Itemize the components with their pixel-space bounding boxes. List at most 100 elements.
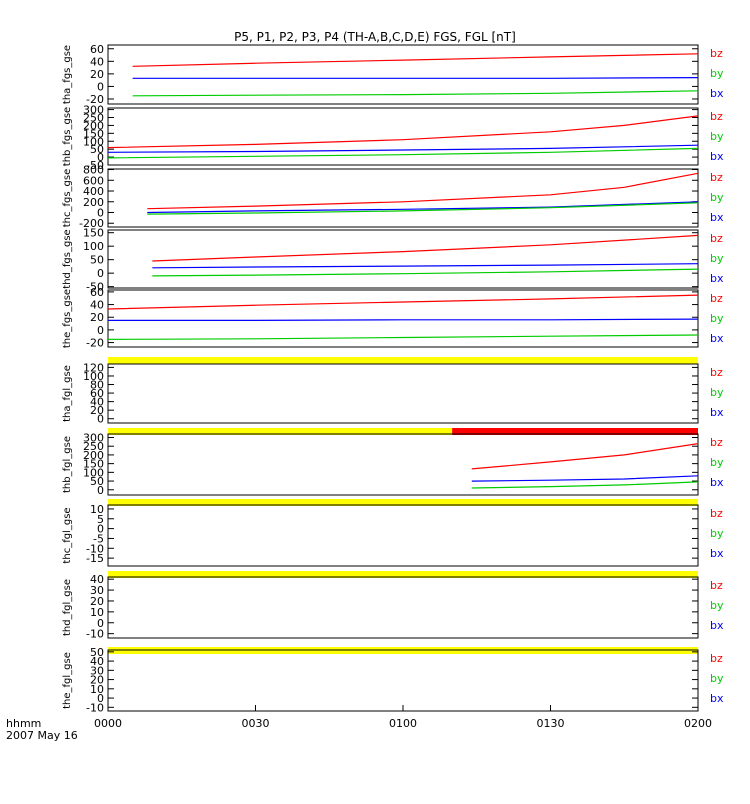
y-tick-label: 80 xyxy=(90,379,104,392)
legend-by: by xyxy=(710,312,724,325)
legend-bx: bx xyxy=(710,87,724,100)
series-line-bx xyxy=(471,475,699,482)
x-tick-label: 0100 xyxy=(389,717,417,730)
x-axis-date-label: 2007 May 16 xyxy=(6,729,78,742)
y-tick-label: 40 xyxy=(90,55,104,68)
panel-frame xyxy=(107,44,699,105)
series-line-bz xyxy=(471,443,699,470)
y-axis-label: tha_fgs_gse xyxy=(62,45,73,104)
y-tick-label: -50 xyxy=(86,281,104,294)
y-axis-label: the_fgl_gse xyxy=(62,652,73,709)
y-tick-label: 0 xyxy=(97,523,104,536)
status-bar-red xyxy=(452,428,698,435)
y-tick-label: 600 xyxy=(83,174,104,187)
series-line-bz xyxy=(107,115,699,149)
y-tick-label: 40 xyxy=(90,299,104,312)
legend-by: by xyxy=(710,527,724,540)
y-tick-label: -10 xyxy=(86,701,104,714)
series-line-bx xyxy=(108,318,699,321)
series-line-bx xyxy=(107,144,699,153)
series-line-by xyxy=(132,90,699,97)
y-tick-label: 0 xyxy=(97,267,104,280)
legend-bx: bx xyxy=(710,150,724,163)
y-tick-label: -5 xyxy=(93,532,104,545)
panel-frame xyxy=(107,504,699,567)
y-tick-label: 60 xyxy=(90,286,104,299)
y-tick-label: 150 xyxy=(83,458,104,471)
y-tick-label: 250 xyxy=(83,112,104,125)
legend-bz: bz xyxy=(710,171,723,184)
y-tick-label: 50 xyxy=(90,646,104,659)
legend-bz: bz xyxy=(710,366,723,379)
x-axis-label: hhmm xyxy=(6,717,41,730)
series-line-by xyxy=(471,481,699,489)
y-tick-label: -20 xyxy=(86,93,104,106)
y-tick-label: 20 xyxy=(90,311,104,324)
y-axis-label: the_fgs_gse xyxy=(62,289,73,348)
y-tick-label: 10 xyxy=(90,683,104,696)
legend-bz: bz xyxy=(710,507,723,520)
legend-bx: bx xyxy=(710,547,724,560)
y-axis-label: thb_fgl_gse xyxy=(62,436,73,493)
legend-bz: bz xyxy=(710,579,723,592)
y-tick-label: 200 xyxy=(83,119,104,132)
legend-bz: bz xyxy=(710,292,723,305)
x-tick-label: 0030 xyxy=(242,717,270,730)
legend-bx: bx xyxy=(710,692,724,705)
panel-frame xyxy=(107,168,699,228)
y-tick-label: 40 xyxy=(90,573,104,586)
y-tick-label: 30 xyxy=(90,584,104,597)
legend-bx: bx xyxy=(710,272,724,285)
y-tick-label: 0 xyxy=(97,617,104,630)
series-line-bx xyxy=(152,263,699,269)
legend-by: by xyxy=(710,191,724,204)
y-tick-label: 20 xyxy=(90,595,104,608)
y-tick-label: 150 xyxy=(83,127,104,140)
series-line-by xyxy=(107,147,699,159)
y-tick-label: 200 xyxy=(83,196,104,209)
legend-bx: bx xyxy=(710,476,724,489)
y-tick-label: 100 xyxy=(83,370,104,383)
x-tick-label: 0130 xyxy=(537,717,565,730)
y-tick-label: 50 xyxy=(90,254,104,267)
panel-frame xyxy=(107,107,699,166)
y-tick-label: 100 xyxy=(83,240,104,253)
y-tick-label: 0 xyxy=(97,207,104,220)
y-tick-label: 60 xyxy=(90,43,104,56)
y-tick-label: 0 xyxy=(97,324,104,337)
y-tick-label: 0 xyxy=(97,80,104,93)
y-tick-label: 200 xyxy=(83,449,104,462)
y-axis-label: thc_fgl_gse xyxy=(62,507,73,563)
y-tick-label: -10 xyxy=(86,542,104,555)
legend-by: by xyxy=(710,456,724,469)
x-tick-label: 0200 xyxy=(684,717,712,730)
y-tick-label: -10 xyxy=(86,628,104,641)
panel-frame xyxy=(107,363,699,424)
y-tick-label: 250 xyxy=(83,440,104,453)
series-line-bz xyxy=(132,53,699,67)
y-tick-label: 60 xyxy=(90,387,104,400)
y-tick-label: 40 xyxy=(90,396,104,409)
legend-bz: bz xyxy=(710,110,723,123)
y-tick-label: 300 xyxy=(83,431,104,444)
y-axis-label: thd_fgl_gse xyxy=(62,579,73,636)
y-tick-label: 10 xyxy=(90,606,104,619)
panel-frame xyxy=(107,289,699,348)
y-tick-label: 100 xyxy=(83,466,104,479)
y-tick-label: 400 xyxy=(83,185,104,198)
legend-bx: bx xyxy=(710,332,724,345)
legend-bz: bz xyxy=(710,232,723,245)
y-tick-label: 0 xyxy=(97,413,104,426)
legend-by: by xyxy=(710,130,724,143)
y-tick-label: 50 xyxy=(90,143,104,156)
y-tick-label: 50 xyxy=(90,475,104,488)
y-tick-label: 0 xyxy=(97,151,104,164)
y-axis-label: thc_fgs_gse xyxy=(62,169,73,228)
legend-by: by xyxy=(710,386,724,399)
